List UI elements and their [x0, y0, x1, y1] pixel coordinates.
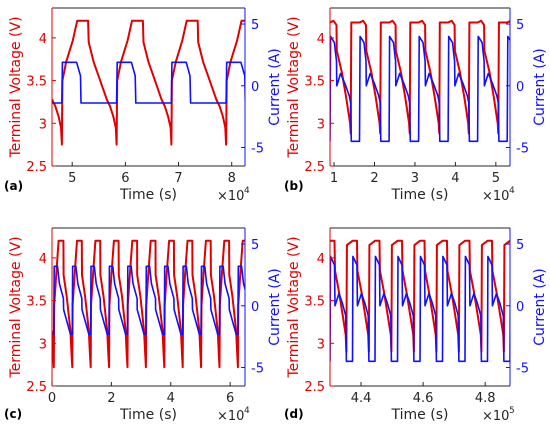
x-tick-label: 6 [121, 171, 129, 186]
x-tick-label: 5 [68, 171, 76, 186]
x-multiplier-label: ×10 [482, 409, 509, 424]
left-y-tick-label: 3.5 [304, 295, 325, 310]
panel-label: (b) [284, 179, 304, 193]
right-y-tick-label: 5 [516, 18, 524, 33]
plot-area [330, 239, 510, 363]
x-tick-label: 1 [330, 171, 338, 186]
x-axis-title: Time (s) [391, 407, 449, 423]
x-tick-label: 5 [492, 171, 500, 186]
voltage-series-line [330, 239, 510, 353]
left-y-tick-label: 3 [39, 337, 47, 352]
plot-area [52, 19, 245, 146]
left-y-tick-label: 3.5 [26, 75, 47, 90]
left-y-tick-label: 3 [317, 117, 325, 132]
left-y-axis-title: Terminal Voltage (V) [286, 16, 302, 158]
right-y-tick-label: 5 [251, 238, 259, 253]
x-multiplier-label: ×10 [482, 189, 509, 204]
left-y-tick-label: 3.5 [26, 295, 47, 310]
x-tick-label: 2 [370, 171, 378, 186]
left-y-tick-label: 2.5 [26, 380, 47, 395]
right-y-tick-label: 5 [516, 238, 524, 253]
left-y-tick-label: 4 [39, 252, 47, 267]
left-y-tick-label: 4 [317, 252, 325, 267]
x-tick-label: 4 [167, 391, 175, 406]
panel-d: 4.4 4.6 4.8 2.5 3 3.5 4 -5 0 5 Terminal Voltage (V… [284, 227, 548, 424]
right-y-axis-title: Current (A) [267, 48, 283, 126]
voltage-series-line [330, 19, 510, 135]
x-axis-title: Time (s) [119, 407, 177, 423]
left-y-tick-label: 4 [39, 32, 47, 47]
right-y-axis-title: Current (A) [267, 268, 283, 346]
x-multiplier-exponent: 5 [509, 406, 515, 416]
x-axis-title: Time (s) [391, 187, 449, 203]
right-y-tick-label: -5 [516, 361, 529, 376]
left-y-tick-label: 2.5 [304, 380, 325, 395]
x-multiplier-label: ×10 [217, 409, 244, 424]
right-y-tick-label: 0 [251, 80, 259, 95]
x-axis-title: Time (s) [119, 187, 177, 203]
left-y-axis-title: Terminal Voltage (V) [8, 16, 24, 158]
x-tick-label: 6 [226, 391, 234, 406]
x-tick-label: 7 [174, 171, 182, 186]
right-y-tick-label: 0 [516, 300, 524, 315]
plot-area [330, 19, 510, 143]
panel-label: (a) [4, 179, 23, 193]
right-y-axis-title: Current (A) [532, 268, 548, 346]
current-series-line [52, 265, 245, 335]
right-y-tick-label: 5 [251, 18, 259, 33]
right-y-tick-label: 0 [516, 80, 524, 95]
left-y-axis-title: Terminal Voltage (V) [286, 236, 302, 378]
x-tick-label: 4.4 [351, 391, 372, 406]
x-tick-label: 3 [411, 171, 419, 186]
right-y-tick-label: -5 [516, 141, 529, 156]
x-tick-label: 4.6 [413, 391, 434, 406]
right-y-axis-title: Current (A) [532, 48, 548, 126]
current-series-line [330, 255, 510, 363]
panel-label: (d) [284, 407, 304, 421]
x-multiplier-label: ×10 [217, 189, 244, 204]
panel-label: (c) [4, 407, 22, 421]
right-y-tick-label: -5 [251, 361, 264, 376]
x-multiplier-exponent: 4 [244, 406, 250, 416]
x-tick-label: 2 [107, 391, 115, 406]
x-tick-label: 8 [228, 171, 236, 186]
x-tick-label: 4 [451, 171, 459, 186]
left-y-axis-title: Terminal Voltage (V) [8, 236, 24, 378]
x-tick-label: 0 [48, 391, 56, 406]
x-tick-label: 4.8 [475, 391, 496, 406]
left-y-tick-label: 2.5 [26, 160, 47, 175]
x-multiplier-exponent: 4 [509, 186, 515, 196]
panel-a: 5 6 7 8 2.5 3 3.5 4 -5 0 5 Terminal Voltage (V) Curr… [4, 7, 283, 204]
current-series-line [52, 61, 245, 104]
voltage-series-line [52, 19, 245, 146]
right-y-tick-label: 0 [251, 300, 259, 315]
left-y-tick-label: 4 [317, 32, 325, 47]
right-y-tick-label: -5 [251, 141, 264, 156]
left-y-tick-label: 3.5 [304, 75, 325, 90]
x-multiplier-exponent: 4 [244, 186, 250, 196]
left-y-tick-label: 3 [39, 117, 47, 132]
plot-area [52, 239, 245, 369]
left-y-tick-label: 3 [317, 337, 325, 352]
current-series-line [330, 35, 510, 143]
voltage-series-line [52, 239, 245, 369]
left-y-tick-label: 2.5 [304, 160, 325, 175]
